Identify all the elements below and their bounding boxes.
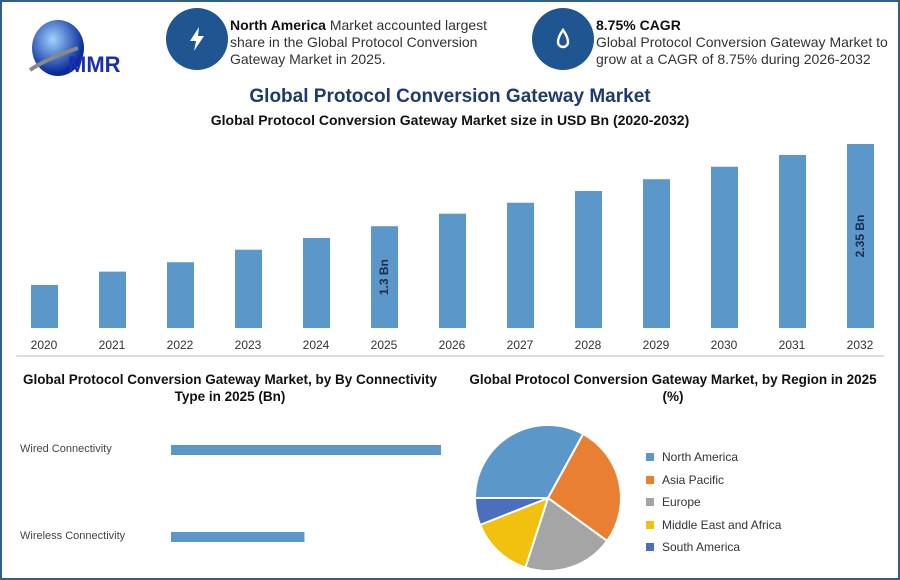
connectivity-chart-title: Global Protocol Conversion Gateway Marke… xyxy=(22,372,438,404)
svg-text:MMR: MMR xyxy=(68,52,121,77)
x-tick-label: 2025 xyxy=(371,338,398,352)
legend-item: South America xyxy=(646,536,781,559)
bar-2024 xyxy=(303,237,330,328)
x-tick-label: 2024 xyxy=(303,338,330,352)
legend-swatch xyxy=(646,520,654,529)
legend-item: Asia Pacific xyxy=(646,469,781,492)
pie-slice-middle-east-and-africa xyxy=(478,496,550,569)
connectivity-bar-chart xyxy=(171,445,441,542)
legend-item: North America xyxy=(646,446,781,469)
legend-swatch xyxy=(646,453,654,462)
legend-label: Europe xyxy=(662,495,701,510)
bar-2025 xyxy=(371,226,398,328)
hbar-label-wireless: Wireless Connectivity xyxy=(20,530,126,542)
legend-swatch xyxy=(646,475,654,484)
legend-item: Europe xyxy=(646,491,781,514)
hbar-wired-connectivity xyxy=(171,445,441,455)
bar-2023 xyxy=(235,249,262,328)
bar-2030 xyxy=(711,166,738,328)
legend-swatch xyxy=(646,498,654,507)
pie-slice-north-america xyxy=(473,424,585,499)
pie-legend: North America Asia Pacific Europe Middle Ea… xyxy=(646,446,781,559)
x-tick-label: 2027 xyxy=(507,338,534,352)
info-north-america: North America Market accounted largest s… xyxy=(230,17,488,67)
legend-label: Middle East and Africa xyxy=(662,517,782,532)
legend-item: Middle East and Africa xyxy=(646,514,781,537)
bar-2026 xyxy=(439,213,466,328)
pie-slice-asia-pacific xyxy=(546,432,622,543)
chart-subtitle: Global Protocol Conversion Gateway Marke… xyxy=(210,112,690,128)
pie-slice-europe xyxy=(524,496,609,572)
hbar-wireless-connectivity xyxy=(171,532,305,542)
x-tick-label: 2022 xyxy=(167,338,194,352)
chart-title: Global Protocol Conversion Gateway Marke… xyxy=(249,86,651,107)
lightning-icon xyxy=(166,8,228,70)
hbar-label-wired: Wired Connectivity xyxy=(20,443,112,455)
legend-label: North America xyxy=(662,450,739,465)
bar-2031 xyxy=(779,154,806,328)
bar-2020 xyxy=(31,284,58,328)
legend-label: South America xyxy=(662,540,741,555)
bar-2027 xyxy=(507,202,534,328)
x-tick-label: 2029 xyxy=(643,338,670,352)
region-pie-chart xyxy=(473,424,622,572)
x-tick-label: 2020 xyxy=(31,338,58,352)
growth-icon xyxy=(532,8,594,70)
bar-2022 xyxy=(167,262,194,328)
x-tick-label: 2021 xyxy=(99,338,126,352)
x-tick-label: 2030 xyxy=(711,338,738,352)
x-tick-label: 2028 xyxy=(575,338,602,352)
legend-label: Asia Pacific xyxy=(662,472,725,487)
data-label: 1.3 Bn xyxy=(377,259,391,295)
pie-slice-south-america xyxy=(473,497,549,527)
bar-2032 xyxy=(847,144,874,328)
legend-swatch xyxy=(646,543,654,552)
bar-2028 xyxy=(575,190,602,328)
x-tick-label: 2031 xyxy=(779,338,806,352)
data-label: 2.35 Bn xyxy=(853,215,867,258)
region-chart-title: Global Protocol Conversion Gateway Marke… xyxy=(469,372,877,404)
mmr-logo: MMR xyxy=(28,20,121,77)
market-size-bar-chart: 2020 2021 2022 2023 2024 2025 1.3 Bn 2026 2027 20… xyxy=(16,144,884,357)
info-cagr: 8.75% CAGR Global Protocol Conversion Gat… xyxy=(596,17,888,67)
bar-2021 xyxy=(99,271,126,328)
x-tick-label: 2032 xyxy=(847,338,874,352)
x-tick-label: 2026 xyxy=(439,338,466,352)
bar-2029 xyxy=(643,179,670,328)
x-tick-label: 2023 xyxy=(235,338,262,352)
